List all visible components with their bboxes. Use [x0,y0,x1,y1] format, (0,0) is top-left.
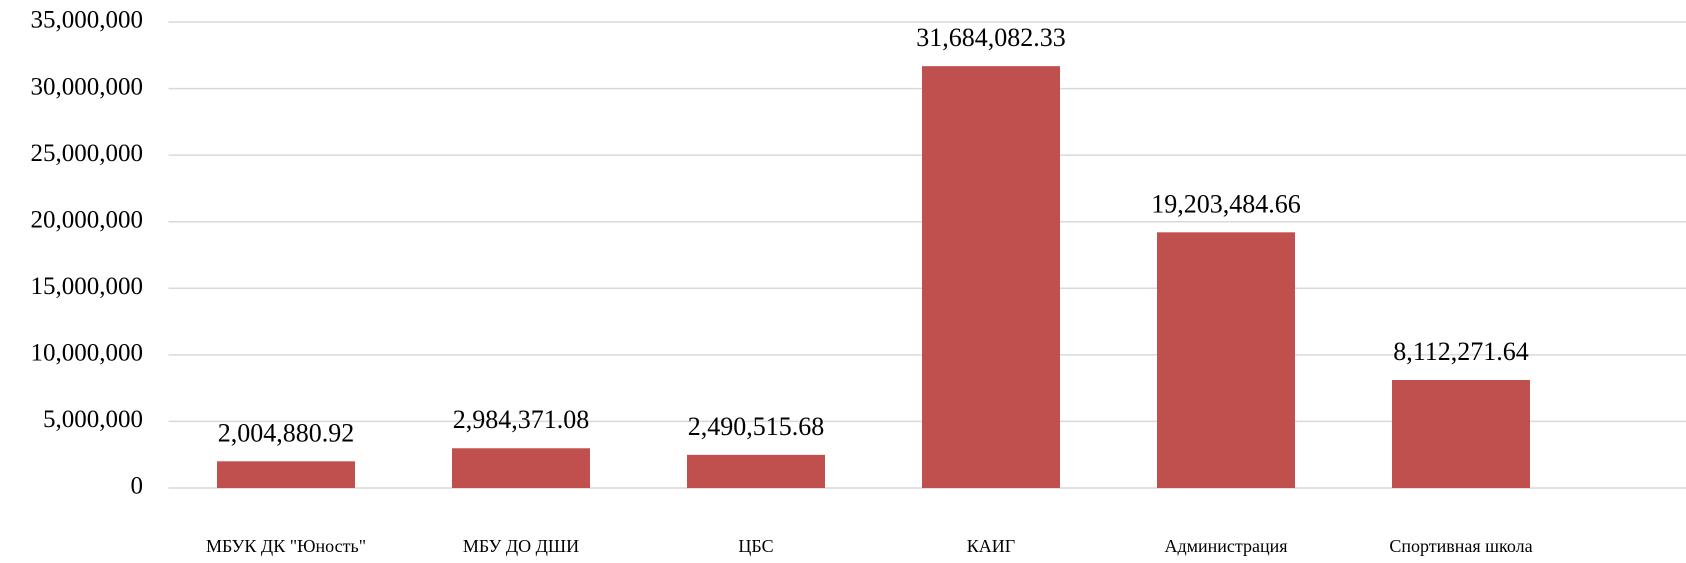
value-label: 19,203,484.66 [1151,189,1301,218]
y-tick-label: 0 [131,473,144,500]
y-tick-label: 35,000,000 [31,7,144,34]
y-tick-label: 15,000,000 [31,273,144,300]
value-label: 8,112,271.64 [1393,337,1529,366]
x-tick-label: Администрация [1164,536,1287,556]
x-tick-label: Спортивная школа [1389,536,1532,556]
y-tick-label: 30,000,000 [31,73,144,100]
bar [217,461,355,488]
x-tick-label: МБУК ДК "Юность" [206,536,366,556]
bar [687,454,825,488]
bar [1392,379,1530,488]
value-label: 2,004,880.92 [218,418,355,447]
y-tick-label: 25,000,000 [31,140,144,167]
y-tick-label: 10,000,000 [31,340,144,367]
value-label: 2,490,515.68 [688,412,825,441]
bar [452,448,590,488]
bar [1157,232,1295,488]
bar [922,66,1060,488]
x-tick-label: КАИГ [967,536,1015,556]
value-label: 2,984,371.08 [453,405,590,434]
x-tick-label: ЦБС [738,536,773,556]
x-tick-label: МБУ ДО ДШИ [463,536,579,556]
value-label: 31,684,082.33 [916,23,1066,52]
y-tick-label: 5,000,000 [43,406,143,433]
y-tick-label: 20,000,000 [31,206,144,233]
